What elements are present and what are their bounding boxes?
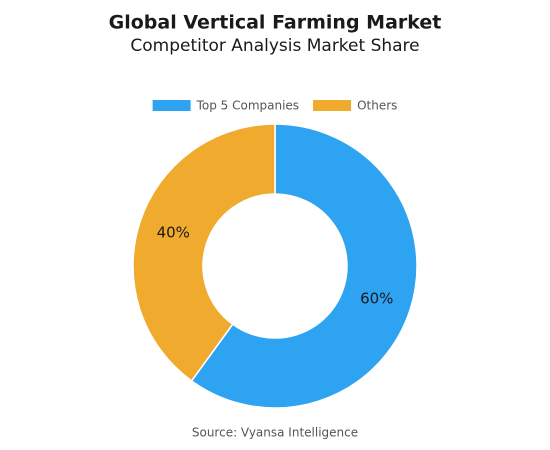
chart-subtitle: Competitor Analysis Market Share [130,36,419,56]
source-note: Source: Vyansa Intelligence [192,426,358,440]
legend-label: Others [357,99,397,113]
data-label: 60% [360,290,393,308]
chart-title: Global Vertical Farming Market [109,12,442,34]
data-label: 40% [157,223,190,241]
legend-swatch [152,100,191,111]
legend-swatch [313,100,352,111]
donut: 60% 40% [132,123,418,409]
legend-label: Top 5 Companies [196,99,299,113]
donut-slice [190,123,418,409]
legend: Top 5 Companies Others [152,99,397,113]
donut-slice [132,123,276,382]
